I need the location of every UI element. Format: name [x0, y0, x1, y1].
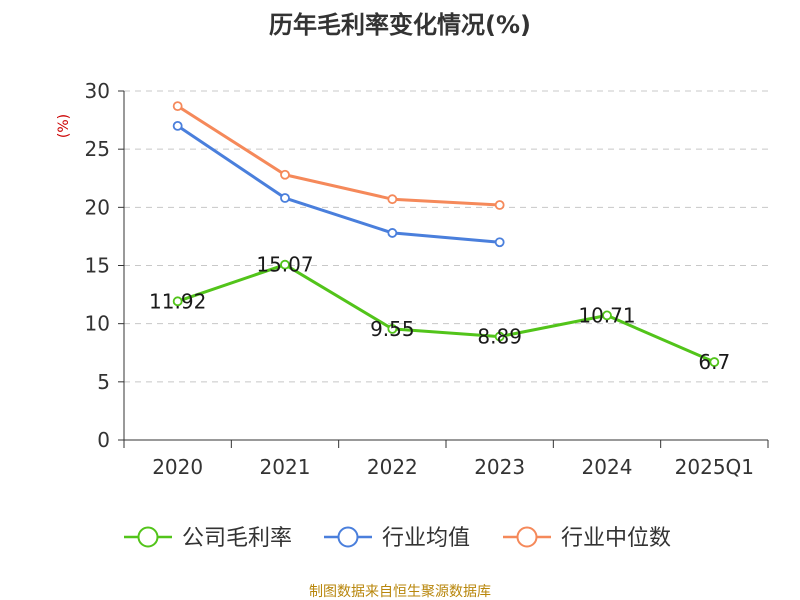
data-point[interactable]	[387, 194, 398, 205]
data-point[interactable]	[280, 169, 290, 180]
legend-marker-icon	[137, 526, 159, 548]
x-tick-label: 2020	[152, 455, 203, 479]
x-tick-label: 2021	[260, 455, 311, 479]
data-labels: 11.92 15.07 9.55 8.89 10.71 6.7	[149, 253, 730, 374]
axes: 0 5 10 15 20 25 30 2020 2021 2022 2023 2024 2025Q1	[85, 79, 769, 479]
y-tick-label: 15	[85, 254, 110, 278]
data-point[interactable]	[280, 259, 290, 270]
legend-label: 公司毛利率	[182, 526, 292, 551]
data-label: 10.71	[578, 303, 635, 327]
data-label: 11.92	[149, 289, 206, 313]
series-line	[177, 263, 715, 364]
x-tick-label: 2023	[474, 455, 525, 479]
data-point[interactable]	[494, 237, 505, 248]
legend-item[interactable]: 公司毛利率	[124, 526, 292, 551]
data-point[interactable]	[494, 200, 505, 210]
x-tick-label: 2024	[582, 455, 633, 479]
series-lines	[172, 101, 720, 367]
data-point[interactable]	[387, 228, 398, 238]
data-point[interactable]	[387, 324, 398, 334]
data-label: 15.07	[256, 253, 313, 277]
data-label: 8.89	[477, 325, 522, 349]
legend-item[interactable]: 行业中位数	[503, 526, 671, 551]
x-tick-label: 2025Q1	[675, 455, 754, 479]
data-point[interactable]	[280, 193, 290, 203]
source-note: 制图数据来自恒生聚源数据库	[309, 584, 491, 600]
gridlines	[124, 90, 768, 383]
y-tick-label: 30	[85, 79, 110, 103]
y-tick-label: 10	[85, 312, 110, 336]
series-line	[176, 124, 500, 244]
y-tick-label: 25	[85, 137, 110, 161]
data-label: 9.55	[370, 317, 415, 341]
data-point[interactable]	[172, 121, 183, 131]
x-tick-label: 2022	[367, 455, 418, 479]
legend[interactable]: 公司毛利率 行业均值 行业中位数	[124, 526, 671, 551]
y-tick-label: 5	[97, 370, 110, 394]
legend-marker-icon	[337, 526, 359, 548]
y-tick-label: 20	[85, 195, 110, 219]
data-point[interactable]	[494, 331, 505, 342]
data-point[interactable]	[709, 357, 720, 367]
data-point[interactable]	[602, 310, 612, 321]
legend-label: 行业中位数	[561, 526, 671, 551]
y-tick-label: 0	[97, 428, 110, 452]
y-axis-label: (%)	[56, 114, 72, 138]
chart-title: 历年毛利率变化情况(%)	[269, 11, 531, 39]
legend-label: 行业均值	[382, 526, 470, 551]
legend-marker-icon	[516, 526, 538, 548]
series-line	[176, 104, 500, 207]
data-point[interactable]	[172, 101, 183, 112]
legend-item[interactable]: 行业均值	[324, 526, 470, 551]
data-point[interactable]	[172, 296, 183, 307]
data-label: 6.7	[698, 350, 730, 374]
